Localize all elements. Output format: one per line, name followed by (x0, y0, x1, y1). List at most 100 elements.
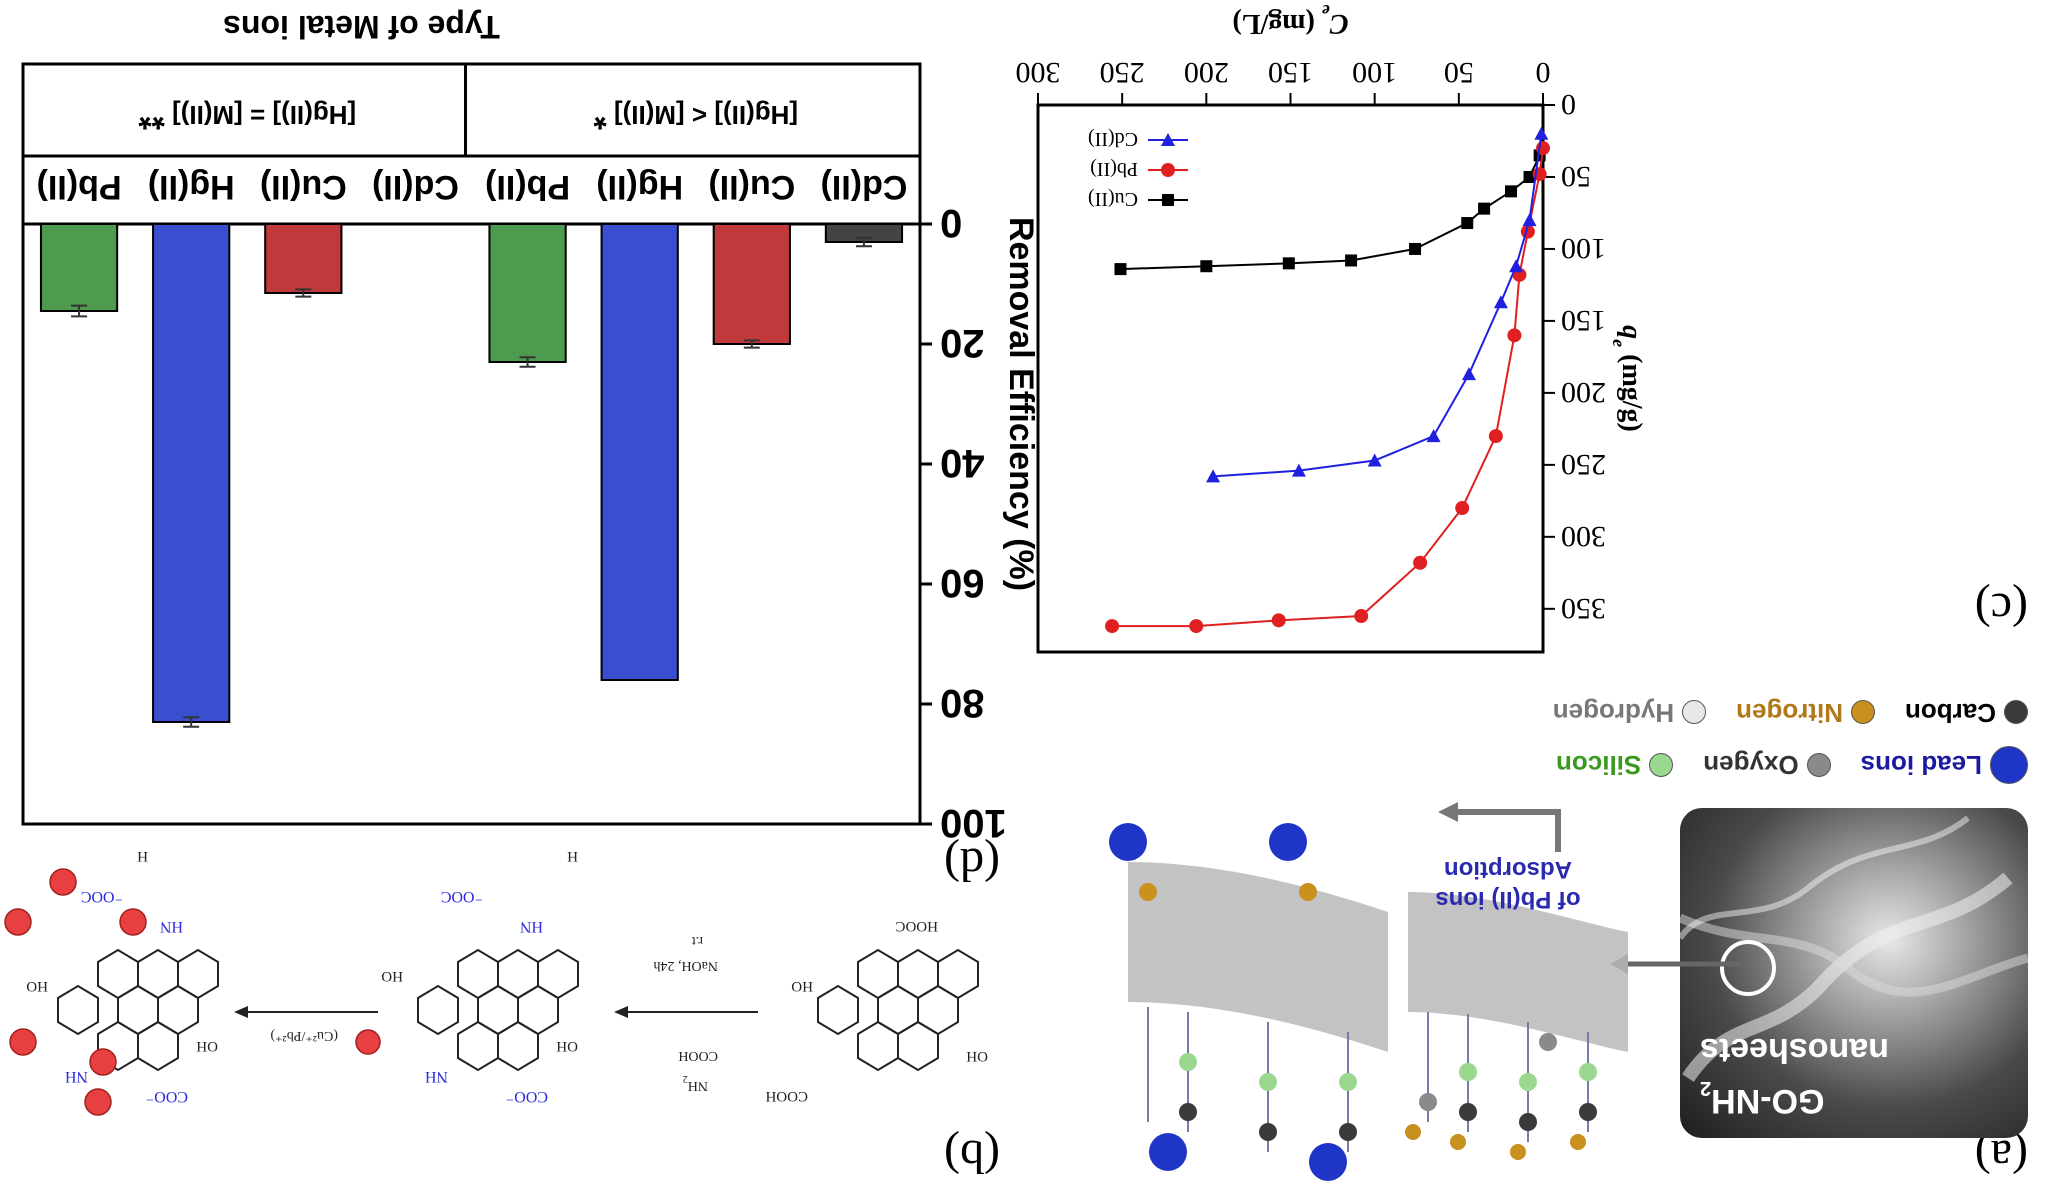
data-point (1114, 263, 1127, 276)
group-label: COO⁻ (146, 1088, 188, 1105)
group-label: HN (519, 918, 543, 935)
y-tick-label: 0 (940, 201, 962, 245)
data-point (1282, 257, 1295, 270)
category-label: Hg(II) (596, 168, 683, 206)
y-tick-label: 350 (1561, 592, 1606, 625)
y-axis-label: qe (mg/g) (1609, 325, 1647, 432)
group-label: HO (26, 978, 48, 994)
sheet-after (1109, 823, 1388, 1181)
group-label: HN (159, 918, 183, 935)
ion-label: (Cu²⁺/Pb²⁺) (270, 1028, 338, 1043)
lead-ion (1269, 823, 1307, 861)
group-label: NH (424, 1068, 448, 1085)
category-label: Cu(II) (260, 168, 347, 206)
group-label: COOH (765, 1088, 808, 1104)
complex-structure (57, 948, 219, 1072)
data-point (1162, 194, 1174, 206)
x-axis-label: Ce (mg/L) (1232, 1, 1348, 39)
x-tick-label: 250 (1100, 56, 1145, 89)
go-nh2-structure (417, 948, 579, 1072)
category-label: Cu(II) (708, 168, 795, 206)
group-label: OH (966, 1048, 988, 1064)
group-label: ⁻OOC (441, 888, 483, 905)
bar-group: Hg(II) (148, 168, 235, 728)
chart-legend: Cu(II) Pb(II) Cd(II) (1088, 128, 1188, 210)
bar (712, 223, 791, 345)
reaction-arrow-2 (234, 1006, 378, 1018)
data-point (1509, 259, 1524, 273)
adsorption-label-1: Adsorption (1444, 856, 1572, 883)
y-tick-label: 250 (1561, 448, 1606, 481)
group-label: COO⁻ (506, 1088, 548, 1105)
data-point (1354, 609, 1369, 624)
y-tick-label: 40 (940, 441, 985, 485)
data-point (1271, 613, 1286, 628)
group-label: OH (556, 1038, 578, 1054)
category-label: Hg(II) (148, 168, 235, 206)
y-tick-label: 100 (1561, 232, 1606, 265)
data-point (1206, 469, 1221, 483)
data-point (1426, 429, 1441, 443)
condition-label-1: NaOH, 24h (653, 958, 718, 973)
lead-ion (1309, 1143, 1347, 1181)
metal-ions (4, 868, 381, 1116)
bar-group: Pb(II) (37, 168, 122, 318)
data-point (1478, 202, 1491, 215)
x-tick-label: 150 (1268, 56, 1313, 89)
data-point (1189, 619, 1204, 634)
reaction-scheme: HOOC OH COOH HO OH HO OH HO H H COO⁻ NH … (4, 848, 988, 1116)
y-tick-label: 50 (1561, 160, 1591, 193)
data-point (1488, 429, 1503, 444)
data-point (1461, 217, 1474, 230)
bar-group: Cd(II) (821, 168, 908, 248)
data-point (1493, 295, 1508, 309)
data-point (1409, 242, 1422, 255)
x-tick-label: 50 (1444, 56, 1474, 89)
group-label: HO (381, 968, 403, 984)
group-label: HO (791, 978, 813, 994)
data-point (1505, 185, 1518, 198)
lead-ion (1149, 1133, 1187, 1171)
bar-group: Hg(II) (596, 168, 683, 681)
y-tick-label: 100 (940, 801, 1007, 845)
bar (264, 223, 343, 294)
bar (488, 223, 567, 363)
data-point (1413, 555, 1428, 570)
group-label: H (137, 848, 148, 864)
schematic-svg: Adsorption of Pb(II) ions (1109, 802, 1742, 1181)
data-point (1523, 170, 1536, 183)
group-label: OH (196, 1038, 218, 1054)
group-label: ⁻OOC (81, 888, 123, 905)
x-tick-label: 0 (1536, 56, 1551, 89)
y-tick-label: 0 (1561, 88, 1576, 121)
y-tick-label: 300 (1561, 520, 1606, 553)
group-label: [Hg(II)] = [M(II)] ** (138, 98, 357, 136)
sem-image: GO-NH2 nanosheets (1680, 808, 2028, 1138)
data-point (1461, 367, 1476, 381)
bar (600, 223, 679, 681)
reagent-label-2: COOH (678, 1048, 718, 1063)
go-structure (817, 948, 979, 1072)
series-triangle (1206, 126, 1549, 483)
data-point (1455, 501, 1470, 516)
reagent-label-1: NH2 (683, 1074, 708, 1094)
group-label: HOOC (895, 918, 938, 934)
reaction-arrow-1 (614, 1006, 758, 1018)
data-point (1507, 328, 1522, 343)
adsorption-label-2: of Pb(II) ions (1435, 886, 1580, 913)
data-point (1291, 463, 1306, 477)
data-point (1105, 619, 1120, 634)
sheet-before (1405, 892, 1628, 1160)
data-point (1534, 126, 1549, 140)
legend-label: Cu(II) (1088, 188, 1138, 210)
data-point (1345, 254, 1358, 267)
bar-group: Cd(II) (372, 168, 459, 206)
category-label: Cd(II) (821, 168, 908, 206)
isotherm-chart: 0 50 100 150 200 250 300 0 50 100 150 200 250 300 350 C… (1016, 1, 1647, 654)
data-point (1161, 133, 1175, 146)
category-label: Pb(II) (37, 168, 122, 206)
category-label: Pb(II) (485, 168, 570, 206)
lead-ion (1109, 823, 1147, 861)
